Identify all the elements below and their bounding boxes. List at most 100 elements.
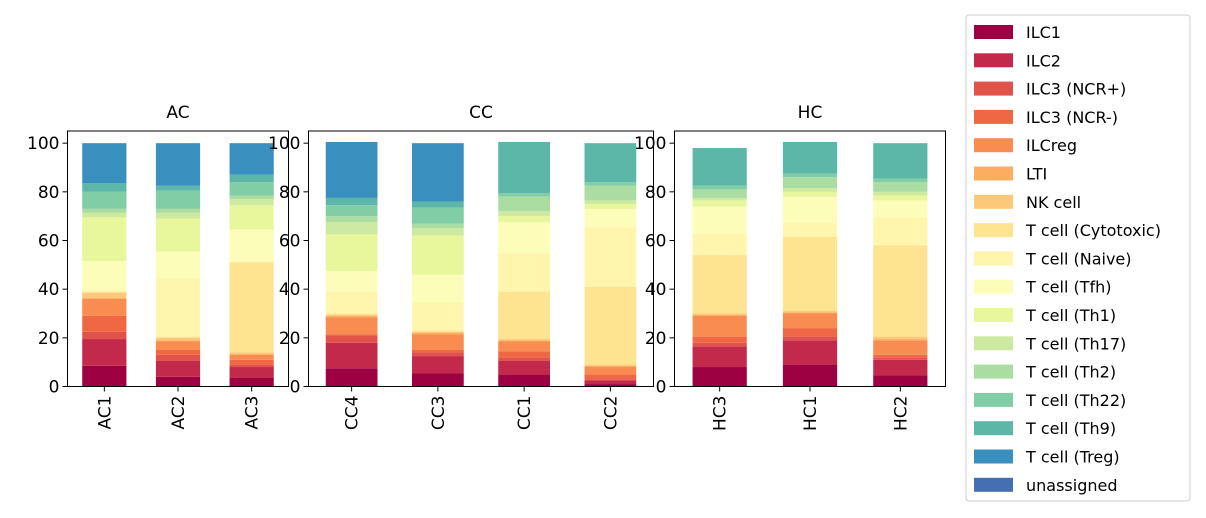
- bar-segment: [82, 339, 127, 366]
- legend-item: T cell (Treg): [974, 448, 1120, 467]
- bar-segment: [82, 292, 127, 298]
- y-tick-label: 80: [645, 183, 667, 203]
- bar-segment: [692, 255, 747, 314]
- bar-segment: [82, 261, 127, 291]
- bar-stack-hc1: [782, 141, 838, 387]
- bar-segment: [412, 274, 464, 303]
- bar-segment: [82, 365, 127, 387]
- bar-segment: [412, 223, 464, 229]
- bar-segment: [498, 222, 550, 253]
- bar-segment: [325, 314, 378, 316]
- bar-segment: [412, 331, 464, 333]
- bar-segment: [782, 173, 838, 178]
- bar-segment: [782, 312, 838, 314]
- legend-swatch: [974, 421, 1013, 436]
- x-tick-label: CC3: [429, 396, 449, 431]
- bar-segment: [412, 201, 464, 208]
- y-tick-label: 20: [279, 329, 301, 349]
- bar-stack-cc1: [498, 141, 550, 387]
- bar-segment: [584, 200, 637, 204]
- bar-segment: [82, 183, 127, 192]
- bar-segment: [229, 195, 274, 200]
- bar-stack-cc2: [584, 143, 637, 387]
- bar-segment: [229, 261, 274, 263]
- bar-segment: [325, 291, 378, 314]
- bar-segment: [692, 189, 747, 198]
- bar-segment: [692, 314, 747, 316]
- legend-swatch: [974, 477, 1013, 492]
- y-tick-label: 60: [645, 232, 667, 252]
- legend-label: T cell (Th17): [1025, 334, 1126, 353]
- legend-item: T cell (Tfh): [974, 278, 1112, 297]
- legend-label: unassigned: [1026, 476, 1118, 495]
- bar-segment: [412, 350, 464, 353]
- bar-segment: [782, 340, 838, 365]
- bar-segment: [155, 340, 201, 342]
- bar-segment: [229, 205, 274, 230]
- bar-segment: [873, 200, 928, 218]
- bar-segment: [325, 216, 378, 223]
- x-tick-label: CC4: [343, 396, 363, 431]
- legend-item: NK cell: [974, 193, 1081, 212]
- legend: ILC1 ILC2 ILC3 (NCR+) ILC3 (NCR-) ILCreg LTI N…: [965, 14, 1191, 502]
- bar-segment: [498, 374, 550, 387]
- bar-segment: [692, 315, 747, 337]
- bar-segment: [155, 337, 201, 341]
- legend-swatch: [974, 109, 1013, 124]
- bar-segment: [498, 291, 550, 340]
- bar-segment: [782, 177, 838, 189]
- legend-item: ILC1: [974, 23, 1061, 42]
- legend-label: ILC3 (NCR-): [1026, 108, 1118, 127]
- y-tick-label: 80: [279, 183, 301, 203]
- bar-segment: [229, 143, 274, 175]
- bar-segment: [692, 342, 747, 347]
- legend-label: LTI: [1026, 165, 1047, 184]
- bar-segment: [873, 359, 928, 376]
- bar-segment: [584, 384, 637, 387]
- bar-segment: [229, 367, 274, 378]
- bar-segment: [782, 188, 838, 192]
- y-tick-label: 100: [634, 134, 666, 154]
- bar-segment: [498, 193, 550, 197]
- bar-segment: [782, 191, 838, 197]
- legend-swatch: [974, 336, 1013, 351]
- bar-segment: [873, 217, 928, 246]
- bar-segment: [412, 228, 464, 236]
- y-tick-label: 20: [645, 329, 667, 349]
- x-tick-label: HC2: [891, 396, 911, 431]
- bar-segment: [229, 377, 274, 387]
- bar-segment: [325, 335, 378, 343]
- legend-item: ILC3 (NCR-): [974, 108, 1118, 127]
- y-tick-label: 80: [38, 183, 60, 203]
- bar-stack-ac1: [82, 143, 127, 387]
- bar-segment: [584, 367, 637, 375]
- bar-segment: [325, 197, 378, 206]
- bar-segment: [584, 227, 637, 287]
- legend-item: T cell (Cytotoxic): [974, 221, 1161, 240]
- bar-segment: [155, 354, 201, 361]
- bar-stack-cc3: [412, 143, 464, 387]
- bar-segment: [155, 143, 201, 186]
- bar-segment: [412, 356, 464, 374]
- bar-segment: [412, 207, 464, 224]
- y-tick-label: 0: [49, 378, 60, 398]
- bar-segment: [873, 143, 928, 179]
- bar-segment: [692, 346, 747, 368]
- bar-segment: [782, 141, 838, 174]
- bar-segment: [873, 357, 928, 360]
- y-tick-label: 40: [645, 280, 667, 300]
- bar-segment: [229, 262, 274, 353]
- bar-segment: [692, 233, 747, 256]
- legend-item: T cell (Th1): [974, 306, 1116, 325]
- bar-segment: [229, 229, 274, 262]
- panel-title: HC: [798, 103, 823, 123]
- bar-segment: [692, 336, 747, 343]
- bar-segment: [692, 367, 747, 387]
- bar-segment: [782, 328, 838, 337]
- bar-segment: [412, 373, 464, 387]
- bar-segment: [155, 336, 201, 338]
- y-tick-label: 60: [279, 232, 301, 252]
- bar-segment: [584, 286, 637, 365]
- bar-segment: [873, 245, 928, 337]
- bar-segment: [155, 218, 201, 252]
